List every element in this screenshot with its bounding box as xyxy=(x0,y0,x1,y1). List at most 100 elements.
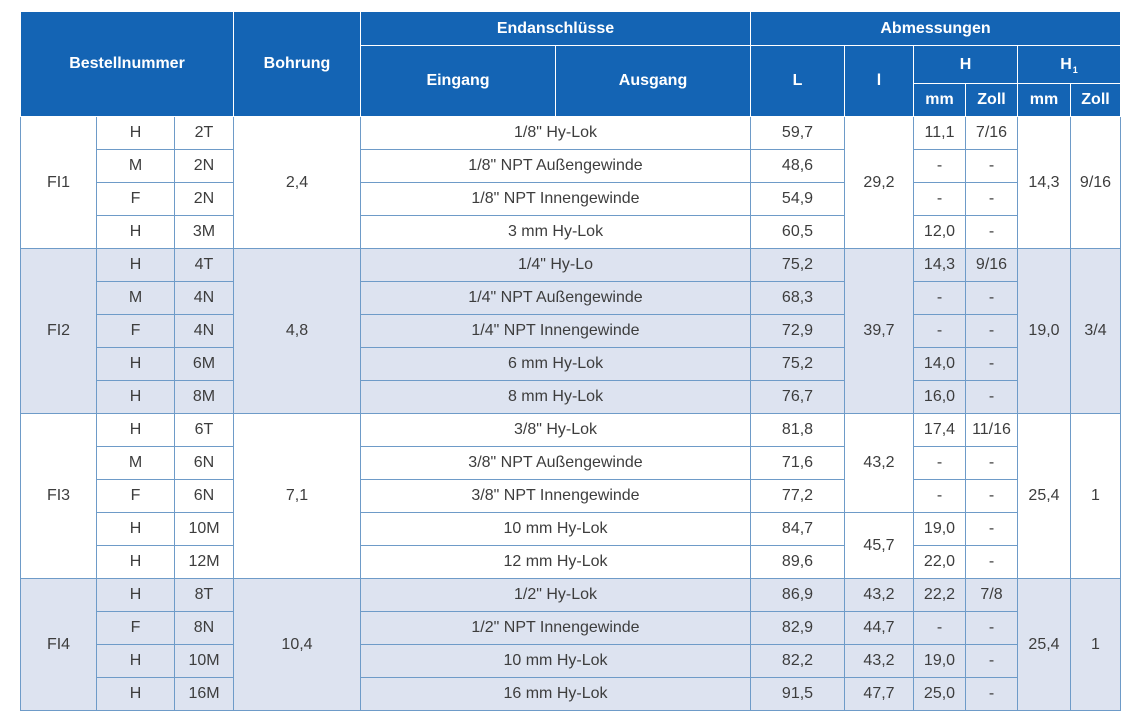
header-H1-main: H xyxy=(1060,55,1072,73)
H-mm-value: - xyxy=(913,314,966,348)
connection: 12 mm Hy-Lok xyxy=(360,545,751,579)
table-row: H 12M 12 mm Hy-Lok 89,6 22,0- xyxy=(21,545,1121,579)
H-mm-value: - xyxy=(913,281,966,315)
H-zoll-value: - xyxy=(965,149,1018,183)
group-code: FI3 xyxy=(20,413,97,579)
l-value: 43,2 xyxy=(844,413,914,513)
H1-zoll-value: 9/16 xyxy=(1070,116,1121,249)
table-row: FI2 H 4T 4,8 1/4" Hy-Lo 75,2 39,7 14,3 9/16 19,0 3… xyxy=(20,248,1121,414)
l-value: 44,7 xyxy=(844,611,914,645)
table-row: M 4N 1/4" NPT Außengewinde 68,3 - - xyxy=(21,281,1121,315)
L-value: 82,9 xyxy=(750,611,845,645)
type-letter: F xyxy=(96,182,175,216)
H-mm-value: 12,0 xyxy=(913,215,966,249)
connection: 3/8" NPT Außengewinde xyxy=(360,446,751,480)
table-row: FI3 H 6T 7,1 3/8" Hy-Lok 81,8 43,2 17,4 11/16 25,… xyxy=(20,413,1121,579)
size-code: 2T xyxy=(174,116,234,150)
table-row: H 10M 10 mm Hy-Lok 84,7 45,7 19,0- xyxy=(21,512,1121,579)
header-bestellnummer: Bestellnummer xyxy=(20,11,234,117)
L-value: 75,2 xyxy=(750,248,845,282)
bohrung-value: 7,1 xyxy=(233,413,361,579)
header-abmessungen: Abmessungen xyxy=(750,11,1121,46)
type-letter: H xyxy=(96,578,175,612)
H-zoll-value: - xyxy=(965,677,1018,711)
H-zoll-value: - xyxy=(965,545,1018,579)
table-row: F 6N 3/8" NPT Innengewinde 77,2 - - xyxy=(21,479,1121,513)
L-value: 60,5 xyxy=(750,215,845,249)
connection: 1/8" Hy-Lok xyxy=(360,116,751,150)
L-value: 89,6 xyxy=(750,545,845,579)
connection: 1/2" NPT Innengewinde xyxy=(360,611,751,645)
type-letter: H xyxy=(96,545,175,579)
table-row: FI4 H 8T 10,4 1/2" Hy-Lok 86,9 43,2 22,2 7/8 25,4… xyxy=(20,578,1121,711)
header-H: H xyxy=(913,45,1018,84)
size-code: 8T xyxy=(174,578,234,612)
group-fi1: FI1 H 2T 2,4 1/8" Hy-Lok 59,7 29,2 11,1 7/16 14,3… xyxy=(20,116,1121,249)
H-zoll-value: 11/16 xyxy=(965,413,1018,447)
H-zoll-value: - xyxy=(965,611,1018,645)
H1-mm-value: 25,4 xyxy=(1017,413,1071,579)
connection: 3/8" Hy-Lok xyxy=(360,413,751,447)
type-letter: F xyxy=(96,314,175,348)
L-value: 59,7 xyxy=(750,116,845,150)
type-letter: H xyxy=(96,677,175,711)
type-letter: H xyxy=(96,380,175,414)
H-mm-value: 11,1 xyxy=(913,116,966,150)
L-value: 82,2 xyxy=(750,644,845,678)
connection: 1/8" NPT Außengewinde xyxy=(360,149,751,183)
L-value: 84,7 xyxy=(750,512,845,546)
L-value: 86,9 xyxy=(750,578,845,612)
table-row: M 6N 3/8" NPT Außengewinde 71,6 - - xyxy=(21,446,1121,480)
L-value: 71,6 xyxy=(750,446,845,480)
size-code: 4T xyxy=(174,248,234,282)
H-zoll-value: - xyxy=(965,281,1018,315)
size-code: 6T xyxy=(174,413,234,447)
connection: 16 mm Hy-Lok xyxy=(360,677,751,711)
type-letter: H xyxy=(96,248,175,282)
header-H1-mm: mm xyxy=(1017,83,1071,117)
l-value: 43,2 xyxy=(844,578,914,612)
H-mm-value: 19,0 xyxy=(913,512,966,546)
l-value: 39,7 xyxy=(844,248,914,414)
L-value: 77,2 xyxy=(750,479,845,513)
H1-zoll-value: 1 xyxy=(1070,413,1121,579)
size-code: 8N xyxy=(174,611,234,645)
L-value: 91,5 xyxy=(750,677,845,711)
H-zoll-value: - xyxy=(965,215,1018,249)
l-value: 47,7 xyxy=(844,677,914,711)
H-mm-value: 25,0 xyxy=(913,677,966,711)
H1-mm-value: 25,4 xyxy=(1017,578,1071,711)
group-fi3: FI3 H 6T 7,1 3/8" Hy-Lok 81,8 43,2 17,4 11/16 25,… xyxy=(20,413,1121,579)
header-H1-sub: 1 xyxy=(1072,64,1078,75)
table-row: F 8N 1/2" NPT Innengewinde 82,9 44,7- - xyxy=(21,611,1121,645)
type-letter: F xyxy=(96,611,175,645)
size-code: 12M xyxy=(174,545,234,579)
header-H-zoll: Zoll xyxy=(965,83,1018,117)
size-code: 6N xyxy=(174,446,234,480)
type-letter: F xyxy=(96,479,175,513)
group-fi4: FI4 H 8T 10,4 1/2" Hy-Lok 86,9 43,2 22,2 7/8 25,4… xyxy=(20,578,1121,711)
H-zoll-value: - xyxy=(965,380,1018,414)
type-letter: M xyxy=(96,281,175,315)
H-mm-value: 17,4 xyxy=(913,413,966,447)
H-mm-value: 14,3 xyxy=(913,248,966,282)
L-value: 72,9 xyxy=(750,314,845,348)
table-row: H 10M 10 mm Hy-Lok 82,2 43,2 19,0- xyxy=(21,644,1121,678)
header-L: L xyxy=(750,45,845,117)
L-value: 68,3 xyxy=(750,281,845,315)
table-header: Bestellnummer Bohrung Endanschlüsse Abme… xyxy=(20,11,1121,117)
size-code: 8M xyxy=(174,380,234,414)
H1-mm-value: 19,0 xyxy=(1017,248,1071,414)
connection: 1/4" NPT Außengewinde xyxy=(360,281,751,315)
connection: 1/2" Hy-Lok xyxy=(360,578,751,612)
H-zoll-value: - xyxy=(965,314,1018,348)
header-bohrung: Bohrung xyxy=(233,11,361,117)
size-code: 4N xyxy=(174,281,234,315)
group-code: FI2 xyxy=(20,248,97,414)
size-code: 3M xyxy=(174,215,234,249)
H-zoll-value: 9/16 xyxy=(965,248,1018,282)
H-zoll-value: - xyxy=(965,479,1018,513)
table-row: H 3M 3 mm Hy-Lok 60,5 12,0- xyxy=(21,215,1121,249)
H-zoll-value: - xyxy=(965,347,1018,381)
size-code: 10M xyxy=(174,644,234,678)
